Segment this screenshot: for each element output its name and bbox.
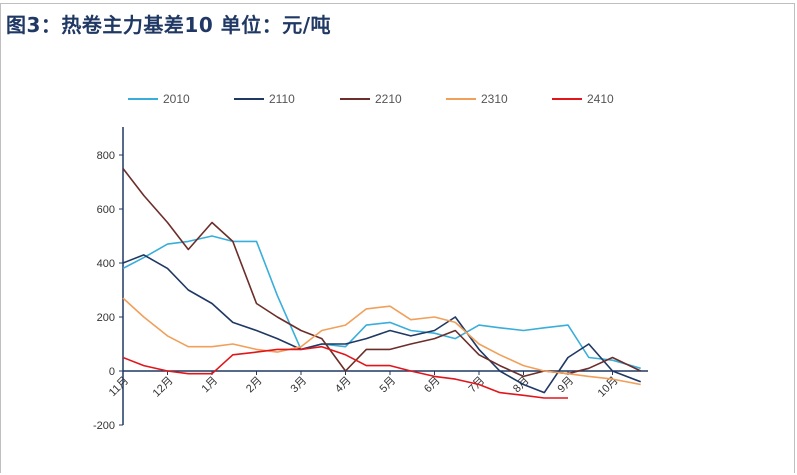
x-tick-label: 7月 <box>467 375 488 396</box>
legend-label-2410: 2410 <box>587 92 614 106</box>
series-line-2110 <box>122 254 641 394</box>
chart-frame <box>0 3 795 473</box>
x-tick-label: 5月 <box>378 375 399 396</box>
series-line-2310 <box>122 297 641 386</box>
x-tick-label: 4月 <box>333 375 354 396</box>
y-tick-label: 400 <box>97 258 115 270</box>
series-line-2010 <box>122 235 641 370</box>
series-line-2210 <box>122 168 642 378</box>
legend-label-2110: 2110 <box>269 92 295 106</box>
x-tick-label: 3月 <box>289 375 310 396</box>
y-tick-label: 600 <box>97 204 115 216</box>
x-tick-label: 12月 <box>151 375 176 400</box>
legend-label-2210: 2210 <box>375 92 402 106</box>
y-tick-label: 0 <box>109 366 115 378</box>
x-tick-label: 9月 <box>556 375 577 396</box>
x-tick-label: 2月 <box>244 375 265 396</box>
legend-label-2310: 2310 <box>481 92 508 106</box>
y-tick-label: 800 <box>97 150 115 162</box>
x-tick-label: 8月 <box>511 375 532 396</box>
chart-title: 图3：热卷主力基差10 单位：元/吨 <box>6 13 332 37</box>
y-tick-label: 200 <box>97 312 115 324</box>
y-tick-label: -200 <box>93 420 115 432</box>
legend-label-2010: 2010 <box>163 92 190 106</box>
x-tick-label: 11月 <box>107 375 131 399</box>
x-tick-label: 1月 <box>200 375 221 396</box>
series-line-2410 <box>122 345 568 399</box>
